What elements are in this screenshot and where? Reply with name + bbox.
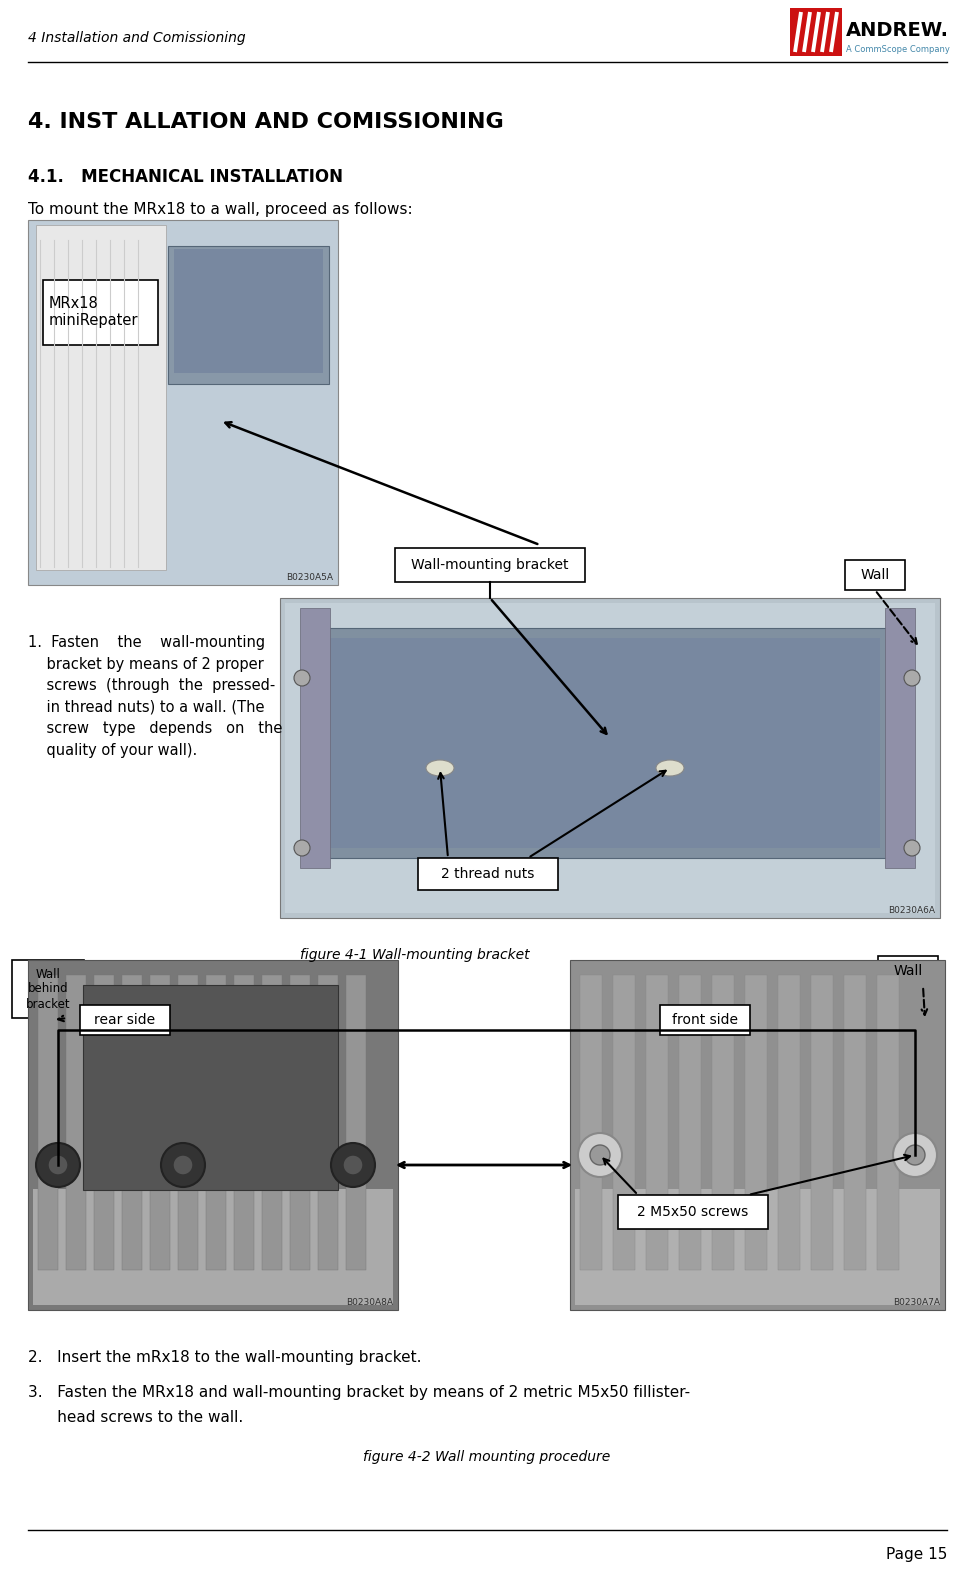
Bar xyxy=(285,602,935,912)
Bar xyxy=(811,975,833,1269)
Text: Wall: Wall xyxy=(893,964,922,978)
Text: Page 15: Page 15 xyxy=(885,1548,947,1562)
Bar xyxy=(33,1189,393,1306)
Bar xyxy=(745,975,767,1269)
Circle shape xyxy=(36,1144,80,1188)
Circle shape xyxy=(173,1155,193,1175)
Bar xyxy=(300,609,330,868)
Text: 2 M5x50 screws: 2 M5x50 screws xyxy=(638,1205,749,1219)
Bar xyxy=(778,975,800,1269)
Bar xyxy=(877,975,899,1269)
Text: B0230A7A: B0230A7A xyxy=(893,1298,940,1307)
Bar xyxy=(418,857,558,890)
Text: ANDREW.: ANDREW. xyxy=(846,20,949,39)
Bar xyxy=(178,975,198,1269)
Circle shape xyxy=(294,840,310,856)
Circle shape xyxy=(331,1144,375,1188)
Bar xyxy=(28,960,398,1310)
Ellipse shape xyxy=(656,760,684,775)
Text: 2 thread nuts: 2 thread nuts xyxy=(442,867,534,881)
Text: To mount the MRx18 to a wall, proceed as follows:: To mount the MRx18 to a wall, proceed as… xyxy=(28,201,412,217)
Bar xyxy=(290,975,310,1269)
Bar xyxy=(845,560,905,590)
Bar xyxy=(660,1005,750,1035)
Bar xyxy=(280,598,940,919)
Bar xyxy=(320,628,890,857)
Bar xyxy=(679,975,701,1269)
Bar xyxy=(206,975,226,1269)
Bar xyxy=(36,225,166,569)
Text: front side: front side xyxy=(672,1013,738,1027)
Bar xyxy=(262,975,282,1269)
Text: Wall-mounting bracket: Wall-mounting bracket xyxy=(411,558,568,573)
Circle shape xyxy=(893,1133,937,1177)
Circle shape xyxy=(578,1133,622,1177)
Bar xyxy=(12,960,84,1018)
Bar xyxy=(395,547,585,582)
Bar xyxy=(122,975,142,1269)
Text: 4 Installation and Comissioning: 4 Installation and Comissioning xyxy=(28,31,246,46)
Bar xyxy=(878,956,938,986)
Circle shape xyxy=(294,670,310,686)
Bar xyxy=(38,975,58,1269)
Text: 4.1.   MECHANICAL INSTALLATION: 4.1. MECHANICAL INSTALLATION xyxy=(28,168,343,186)
Circle shape xyxy=(161,1144,205,1188)
Text: Wall: Wall xyxy=(860,568,889,582)
Text: head screws to the wall.: head screws to the wall. xyxy=(28,1409,243,1425)
Bar xyxy=(66,975,86,1269)
Circle shape xyxy=(904,840,920,856)
Bar xyxy=(174,249,323,373)
Circle shape xyxy=(905,1145,925,1166)
Text: MRx18
miniRepater: MRx18 miniRepater xyxy=(49,296,138,329)
Bar xyxy=(234,975,254,1269)
Bar xyxy=(150,975,170,1269)
Text: Wall
behind
bracket: Wall behind bracket xyxy=(25,967,70,1010)
Text: B0230A6A: B0230A6A xyxy=(888,906,935,915)
Text: B0230A8A: B0230A8A xyxy=(346,1298,393,1307)
Bar xyxy=(28,220,338,585)
Bar xyxy=(80,1005,170,1035)
Ellipse shape xyxy=(426,760,454,775)
Bar xyxy=(580,975,602,1269)
Bar xyxy=(318,975,338,1269)
Text: 1.  Fasten    the    wall-mounting
    bracket by means of 2 proper
    screws  : 1. Fasten the wall-mounting bracket by m… xyxy=(28,635,283,758)
Circle shape xyxy=(904,670,920,686)
Bar xyxy=(844,975,866,1269)
Bar xyxy=(83,985,338,1191)
Text: A CommScope Company: A CommScope Company xyxy=(846,46,950,55)
Bar xyxy=(570,960,945,1310)
Circle shape xyxy=(48,1155,68,1175)
Text: 4. INST ALLATION AND COMISSIONING: 4. INST ALLATION AND COMISSIONING xyxy=(28,112,504,132)
Text: figure 4-1 Wall-mounting bracket: figure 4-1 Wall-mounting bracket xyxy=(300,949,529,963)
Circle shape xyxy=(343,1155,363,1175)
Bar xyxy=(94,975,114,1269)
Bar xyxy=(168,245,329,384)
Bar xyxy=(330,639,880,848)
Text: 2.   Insert the mRx18 to the wall-mounting bracket.: 2. Insert the mRx18 to the wall-mounting… xyxy=(28,1350,421,1365)
Text: rear side: rear side xyxy=(95,1013,156,1027)
Bar xyxy=(346,975,366,1269)
Bar xyxy=(43,280,158,344)
Bar xyxy=(790,8,842,57)
Text: 3.   Fasten the MRx18 and wall-mounting bracket by means of 2 metric M5x50 filli: 3. Fasten the MRx18 and wall-mounting br… xyxy=(28,1384,690,1400)
Bar xyxy=(646,975,668,1269)
Bar xyxy=(618,1195,768,1229)
Bar xyxy=(613,975,635,1269)
Text: figure 4-2 Wall mounting procedure: figure 4-2 Wall mounting procedure xyxy=(364,1450,610,1464)
Circle shape xyxy=(590,1145,610,1166)
Bar xyxy=(712,975,734,1269)
Bar xyxy=(885,609,915,868)
Bar xyxy=(575,1189,940,1306)
Text: B0230A5A: B0230A5A xyxy=(286,573,333,582)
